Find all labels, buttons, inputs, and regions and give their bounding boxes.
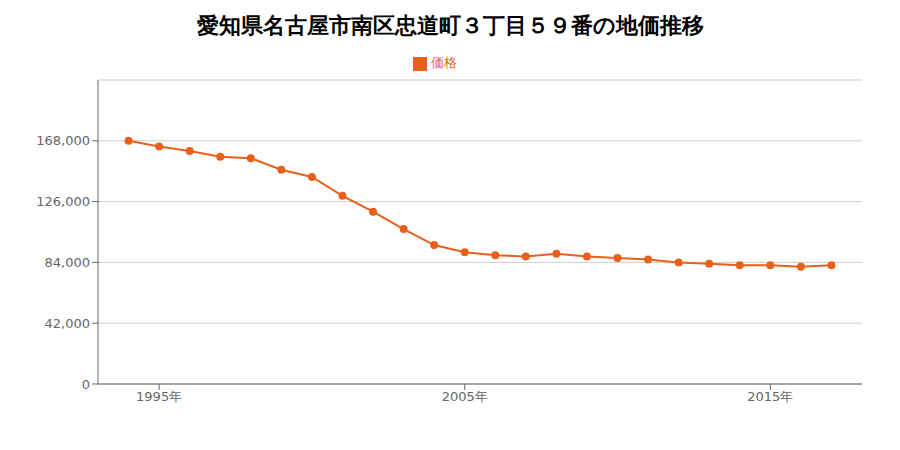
html-text:価格: 価格 — [431, 55, 457, 70]
svg-text:2015年: 2015年 — [747, 389, 793, 404]
svg-text:42,000: 42,000 — [45, 316, 91, 331]
svg-text:0: 0 — [82, 377, 90, 392]
svg-text:84,000: 84,000 — [45, 255, 91, 270]
svg-text:168,000: 168,000 — [36, 133, 90, 148]
html-text:愛知県名古屋市南区忠道町３丁目５９番の地価推移: 愛知県名古屋市南区忠道町３丁目５９番の地価推移 — [196, 13, 704, 38]
svg-text:2005年: 2005年 — [442, 389, 488, 404]
svg-text:1995年: 1995年 — [136, 389, 182, 404]
svg-text:126,000: 126,000 — [36, 194, 90, 209]
